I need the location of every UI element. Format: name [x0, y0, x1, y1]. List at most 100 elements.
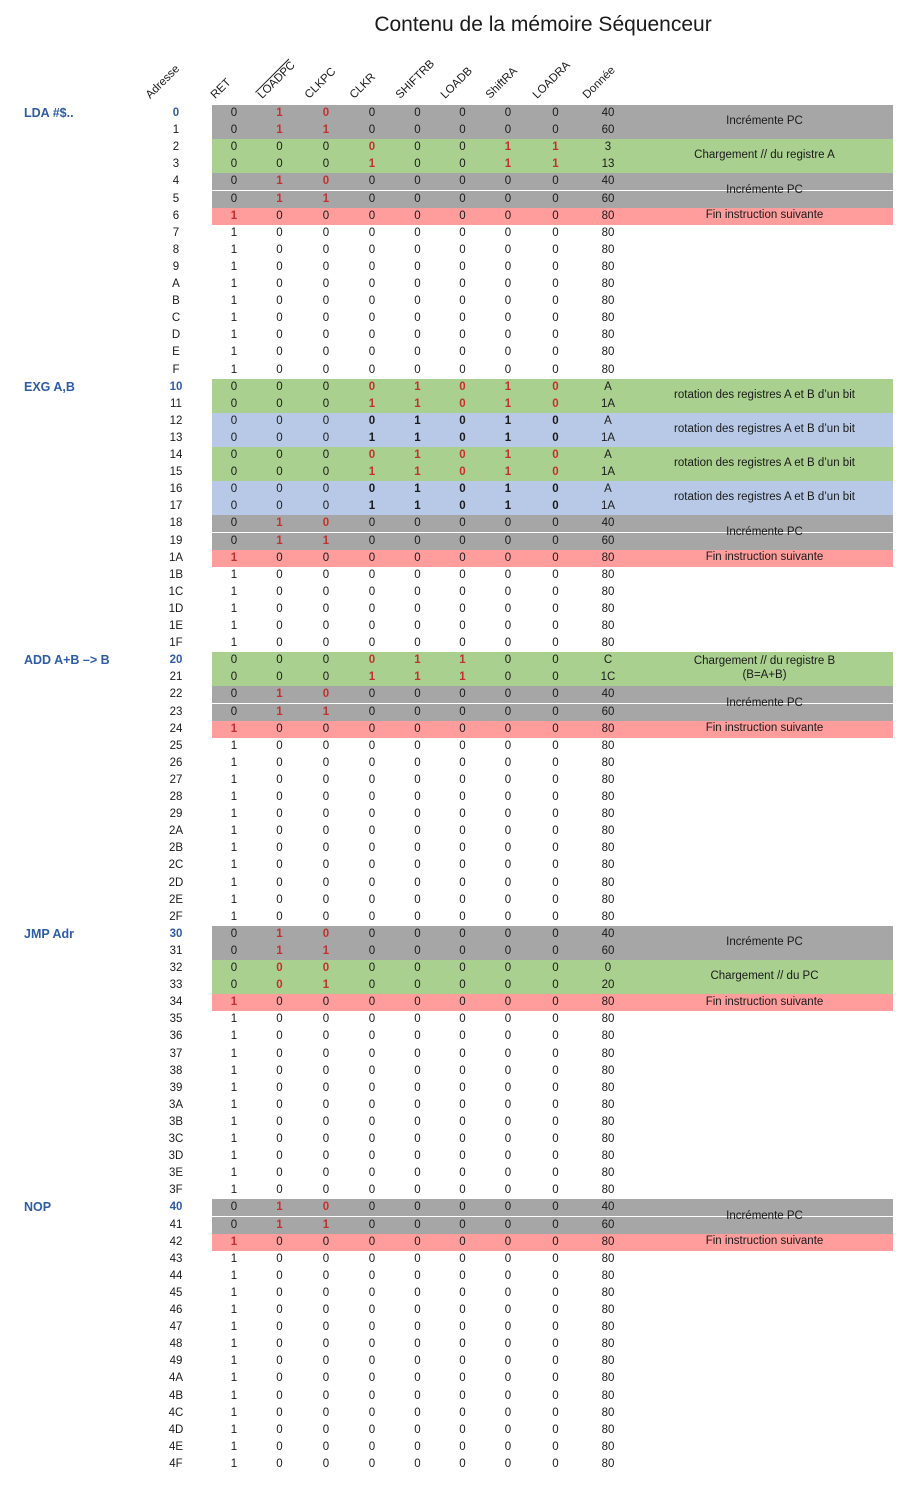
- bit-cell: 0: [552, 1286, 559, 1299]
- bit-cell: 0: [322, 175, 330, 188]
- bit-cell: 0: [368, 483, 376, 496]
- bit-cell: 0: [504, 1030, 512, 1043]
- bit-cell: 1: [230, 1030, 238, 1043]
- table-row: 0 1 0 0 0 0 0 0 40: [212, 515, 893, 533]
- table-row: 0 1 1 0 0 0 0 0 60: [212, 703, 893, 721]
- table-row: 1 0 0 0 0 0 0 0 80: [212, 567, 893, 584]
- bit-cell: 0: [230, 124, 238, 137]
- bit-cell: 0: [552, 773, 559, 786]
- bit-cell: 0: [230, 192, 238, 205]
- bit-cell: 0: [459, 363, 466, 376]
- address-label: A: [172, 278, 180, 290]
- bit-cell: 0: [276, 1457, 283, 1470]
- bit-cell: 0: [368, 585, 376, 598]
- table-row: 1 0 0 0 0 0 0 0 80: [212, 1319, 893, 1336]
- bit-cell: 0: [459, 534, 466, 547]
- address-label: C: [171, 312, 181, 325]
- bit-cell: 0: [276, 329, 283, 342]
- address-label: 27: [169, 773, 183, 786]
- bit-cell: 0: [276, 1406, 283, 1419]
- bit-cell: 0: [459, 979, 466, 992]
- bit-cell: 0: [459, 1235, 466, 1248]
- bit-cell: 0: [322, 1030, 330, 1043]
- bit-cell: 0: [552, 620, 559, 632]
- table-row: 1 0 0 0 0 0 0 0 80: [212, 857, 893, 874]
- address-label: 48: [169, 1338, 183, 1351]
- address-label: 37: [169, 1047, 183, 1060]
- bit-cell: 0: [504, 209, 512, 222]
- address-label: 49: [169, 1355, 183, 1368]
- bit-cell: 0: [504, 260, 512, 273]
- donnee-cell: 80: [601, 1457, 615, 1470]
- bit-cell: 0: [414, 192, 421, 205]
- donnee-cell: 80: [601, 756, 615, 769]
- table-row: 1 0 0 0 0 0 0 0 80: [212, 1285, 893, 1302]
- table-row: 1 0 0 0 0 0 0 0 80: [212, 207, 893, 225]
- bit-cell: 0: [504, 1013, 512, 1026]
- table-row: 1 0 0 0 0 0 0 0 80: [212, 806, 893, 823]
- bit-cell: 0: [459, 825, 466, 838]
- bit-cell: 0: [552, 1030, 559, 1043]
- table-row: 0 0 0 1 1 0 1 0 1A: [212, 395, 893, 413]
- bit-cell: 0: [368, 620, 376, 632]
- bit-cell: 0: [504, 1098, 512, 1111]
- donnee-cell: 80: [601, 1321, 615, 1334]
- bit-cell: 0: [504, 910, 512, 923]
- bit-cell: 1: [504, 380, 512, 393]
- table-row: 0 0 0 0 1 0 1 0 A: [212, 412, 893, 430]
- bit-cell: 0: [504, 1286, 512, 1299]
- bit-cell: 0: [504, 671, 512, 684]
- bit-cell: 0: [459, 243, 466, 256]
- bit-cell: 0: [276, 893, 283, 906]
- bit-cell: 0: [552, 397, 559, 410]
- bit-cell: 1: [504, 431, 512, 444]
- bit-cell: 0: [230, 141, 238, 154]
- table-row: 1 0 0 0 0 0 0 0 80: [212, 823, 893, 840]
- bit-cell: 0: [459, 1355, 466, 1368]
- bit-cell: 0: [368, 534, 376, 547]
- bit-cell: 0: [322, 1150, 330, 1163]
- bit-cell: 0: [414, 1013, 421, 1026]
- table-row: 0 0 0 0 0 0 1 1 3: [212, 139, 893, 157]
- address-label: 4E: [168, 1440, 184, 1453]
- bit-cell: 1: [230, 551, 238, 564]
- bit-cell: 0: [276, 620, 283, 632]
- table-row: 0 0 0 1 1 0 1 0 1A: [212, 498, 893, 516]
- bit-cell: 0: [552, 996, 559, 1009]
- row-annotation: rotation des registres A et B d’un bit: [674, 422, 855, 435]
- bit-cell: 0: [459, 585, 466, 598]
- donnee-cell: 40: [601, 175, 615, 188]
- bit-cell: 1: [322, 705, 330, 718]
- bit-cell: 0: [552, 1184, 559, 1197]
- bit-cell: 1: [230, 791, 238, 803]
- bit-cell: 0: [459, 705, 466, 718]
- bit-cell: 0: [322, 1355, 330, 1368]
- bit-cell: 0: [552, 312, 559, 325]
- bit-cell: 0: [368, 773, 376, 786]
- bit-cell: 0: [322, 1269, 330, 1282]
- bit-cell: 0: [276, 791, 283, 803]
- bit-cell: 0: [368, 1338, 376, 1351]
- address-label: 2: [172, 141, 180, 154]
- bit-cell: 0: [276, 602, 283, 615]
- table-row: 1 0 0 0 0 0 0 0 80: [212, 738, 893, 755]
- bit-cell: 0: [504, 1321, 512, 1334]
- bit-cell: 1: [230, 876, 238, 889]
- bit-cell: 0: [322, 1064, 330, 1077]
- bit-cell: 0: [552, 927, 559, 940]
- bit-cell: 0: [504, 1338, 512, 1351]
- bit-cell: 0: [459, 1338, 466, 1351]
- bit-cell: 0: [322, 637, 330, 650]
- bit-cell: 1: [230, 1406, 238, 1419]
- bit-cell: 0: [552, 1115, 559, 1128]
- bit-cell: 0: [504, 602, 512, 615]
- bit-cell: 1: [230, 1150, 238, 1163]
- bit-cell: 0: [322, 107, 330, 119]
- table-row: 0 0 0 0 1 0 1 0 A: [212, 481, 893, 499]
- bit-cell: 0: [552, 568, 559, 581]
- bit-cell: 0: [368, 1064, 376, 1077]
- bit-cell: 0: [459, 346, 466, 359]
- bit-cell: 0: [459, 1081, 466, 1094]
- bit-cell: 0: [504, 1423, 512, 1436]
- bit-cell: 0: [414, 158, 421, 171]
